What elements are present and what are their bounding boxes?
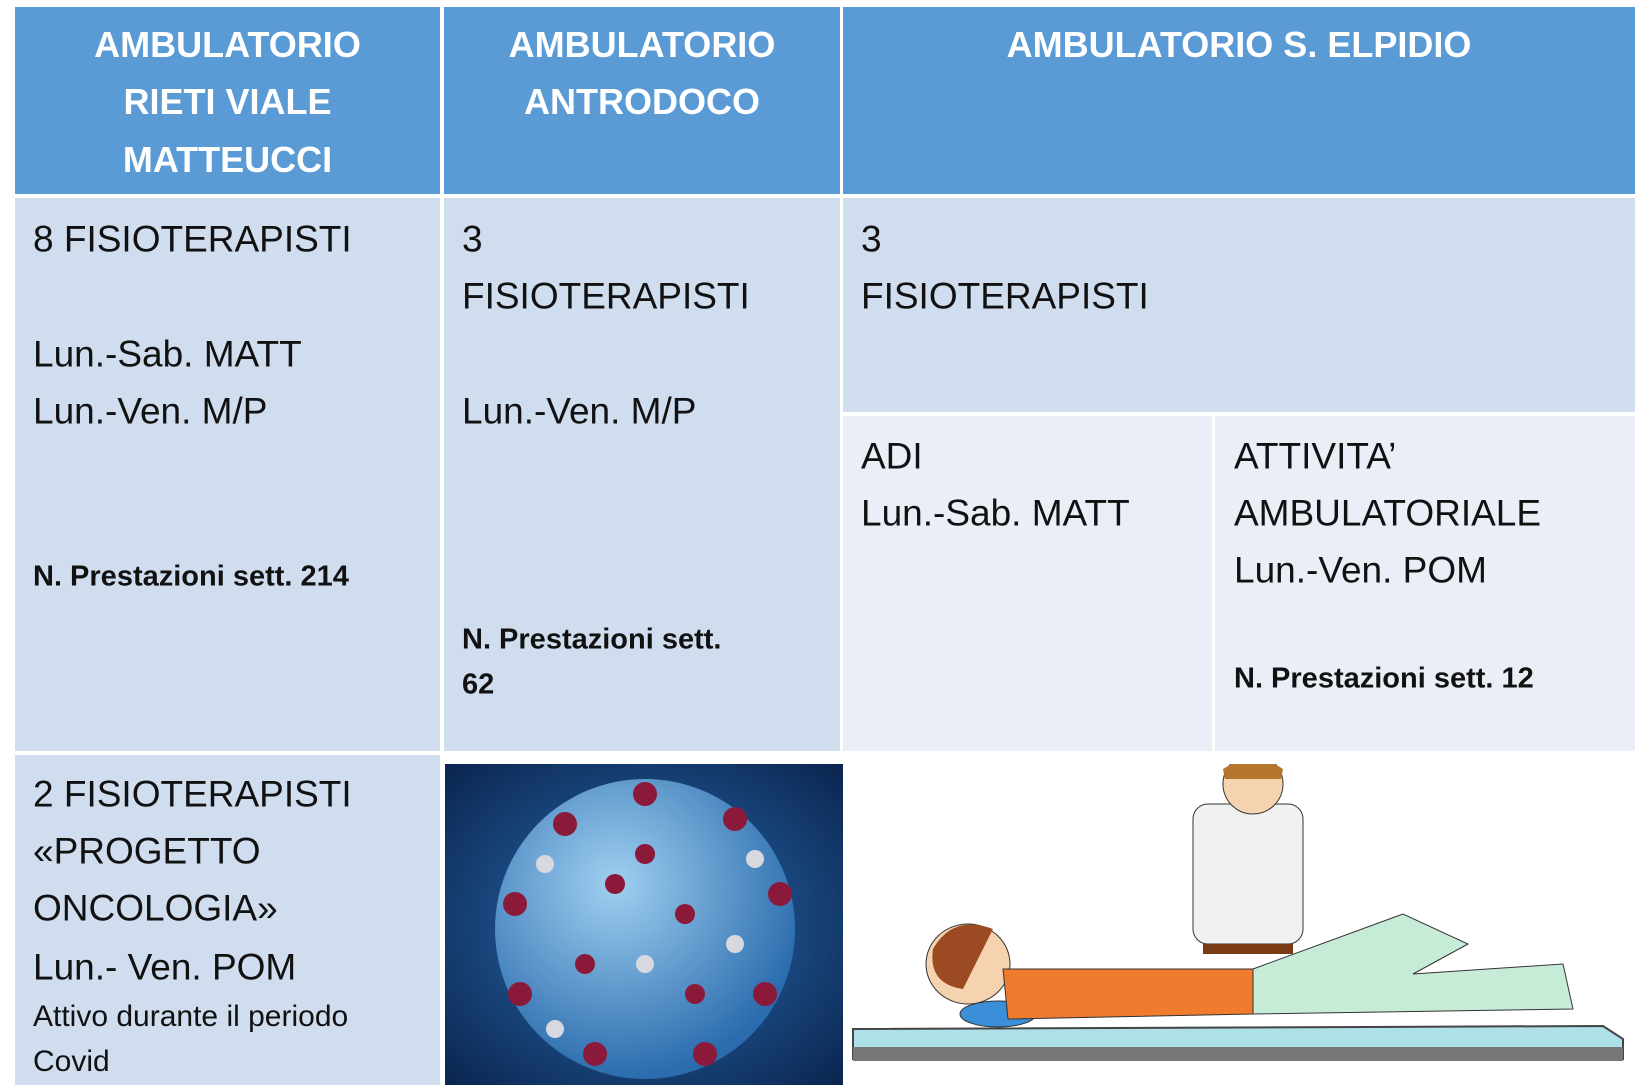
- text: 8 FISIOTERAPISTI: [33, 218, 352, 260]
- text: Attivo durante il periodo: [33, 1000, 349, 1033]
- text: ONCOLOGIA»: [33, 887, 278, 929]
- text: Covid: [33, 1045, 110, 1078]
- text: ATTIVITA’: [1234, 435, 1397, 477]
- cell: [843, 198, 1635, 412]
- cell: [15, 755, 440, 1085]
- header-text: MATTEUCCI: [122, 139, 333, 180]
- text: Lun.-Ven. M/P: [462, 390, 697, 432]
- header-cell: [15, 7, 440, 194]
- text: N. Prestazioni sett. 12: [1234, 662, 1534, 695]
- text: Lun.-Ven. POM: [1234, 549, 1487, 591]
- cell: [843, 416, 1212, 751]
- cell: [444, 198, 840, 751]
- header-cell: [843, 7, 1635, 194]
- text: N. Prestazioni sett.: [462, 623, 722, 656]
- text: 3: [462, 218, 483, 260]
- text: FISIOTERAPISTI: [861, 275, 1149, 317]
- cell: [1215, 416, 1635, 751]
- text: ADI: [861, 435, 923, 477]
- virus-image: [445, 764, 843, 1085]
- text: 3: [861, 218, 882, 260]
- text: Lun.- Ven. POM: [33, 946, 297, 988]
- text: FISIOTERAPISTI: [462, 275, 750, 317]
- header-text: ANTRODOCO: [524, 81, 760, 122]
- text: «PROGETTO: [33, 830, 261, 872]
- physiotherapy-image: [843, 764, 1635, 1085]
- header-text: RIETI VIALE: [123, 81, 332, 122]
- header-text: AMBULATORIO S. ELPIDIO: [1006, 24, 1472, 65]
- text: 2 FISIOTERAPISTI: [33, 773, 352, 815]
- text: Lun.-Sab. MATT: [33, 333, 302, 375]
- cell: [15, 198, 440, 751]
- header-text: AMBULATORIO: [94, 24, 361, 65]
- text: Lun.-Sab. MATT: [861, 492, 1130, 534]
- text: 62: [462, 668, 495, 701]
- text: Lun.-Ven. M/P: [33, 390, 268, 432]
- text: N. Prestazioni sett. 214: [33, 560, 349, 593]
- header-text: AMBULATORIO: [508, 24, 776, 65]
- text: AMBULATORIALE: [1234, 492, 1542, 534]
- header-cell: [444, 7, 840, 194]
